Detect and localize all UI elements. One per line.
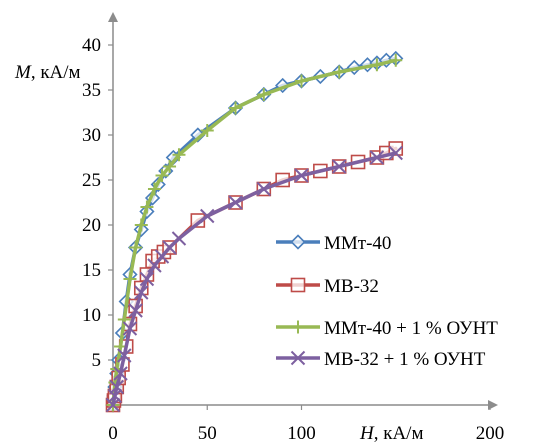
data-point [229, 101, 243, 115]
data-point [154, 249, 170, 264]
y-axis-label-symbol: M [14, 62, 32, 83]
data-point [388, 141, 404, 156]
data-point [134, 218, 148, 232]
data-point [228, 195, 243, 210]
svg-text:H, кА/м: H, кА/м [359, 423, 424, 443]
data-point [109, 379, 124, 395]
data-point [389, 53, 403, 67]
legend-marker [290, 277, 306, 293]
legend-label: ММт-40 + 1 % ОУНТ [324, 318, 498, 339]
data-point [332, 65, 346, 79]
legend-marker [291, 320, 305, 334]
x-tick-label: 50 [198, 423, 217, 443]
y-tick-label: 10 [82, 305, 101, 326]
data-point [147, 182, 161, 196]
data-point [117, 348, 132, 363]
legend-label: МВ-32 + 1 % ОУНТ [324, 349, 486, 370]
series-4 [105, 145, 403, 413]
data-point [370, 58, 384, 72]
data-point [295, 74, 308, 88]
data-point [134, 285, 149, 300]
x-axis-label-unit: , кА/м [374, 423, 424, 443]
data-point [107, 388, 123, 404]
legend-marker [290, 234, 306, 250]
x-tick-label: 100 [287, 423, 316, 443]
legend-marker [290, 350, 306, 366]
y-tick-label: 5 [92, 350, 102, 371]
legend: ММт-40 МВ-32 ММт-40 + 1 % ОУНТ МВ-32 + 1 % … [276, 233, 498, 370]
legend-label: МВ-32 [324, 276, 379, 297]
data-point [140, 200, 154, 214]
data-point [172, 148, 186, 162]
x-axis-label-symbol: H [359, 423, 375, 443]
y-axis-label: M, кА/м [14, 62, 81, 83]
data-point [128, 303, 143, 318]
legend-item: МВ-32 + 1 % ОУНТ [276, 349, 486, 370]
y-tick-label: 15 [82, 260, 101, 281]
x-tick-label: 200 [476, 423, 505, 443]
x-axis-label: H, кА/м [359, 423, 424, 443]
data-point [388, 145, 403, 161]
legend-item: ММт-40 + 1 % ОУНТ [276, 318, 498, 339]
data-point [139, 271, 155, 287]
data-point [200, 208, 215, 224]
tick-group: 5 10 15 20 25 30 35 40 0 50 100 200 [82, 35, 504, 443]
data-point [129, 241, 143, 254]
legend-item: ММт-40 [276, 233, 391, 254]
data-point [294, 168, 309, 183]
data-point [256, 181, 272, 197]
y-tick-label: 25 [82, 170, 101, 191]
series-3 [106, 53, 403, 412]
y-axis-label-unit: , кА/м [31, 62, 81, 83]
data-point [200, 124, 214, 137]
y-tick-label: 20 [82, 215, 101, 236]
data-point [331, 159, 347, 174]
series-layer [105, 50, 404, 413]
data-point [113, 366, 128, 381]
data-point [122, 321, 138, 336]
y-tick-label: 35 [82, 80, 101, 101]
data-point [171, 231, 187, 246]
axes [108, 12, 498, 410]
legend-label: ММт-40 [324, 233, 391, 254]
data-point [155, 169, 169, 182]
y-tick-label: 30 [82, 125, 101, 146]
legend-item: МВ-32 [276, 276, 379, 297]
data-point [369, 150, 385, 165]
data-point [163, 160, 177, 173]
data-point [147, 258, 162, 273]
data-point [105, 397, 121, 413]
svg-text:M, кА/м: M, кА/м [14, 62, 81, 83]
data-point [123, 272, 137, 286]
x-tick-label: 0 [108, 423, 118, 443]
data-point [257, 88, 271, 101]
y-tick-label: 40 [82, 35, 101, 56]
